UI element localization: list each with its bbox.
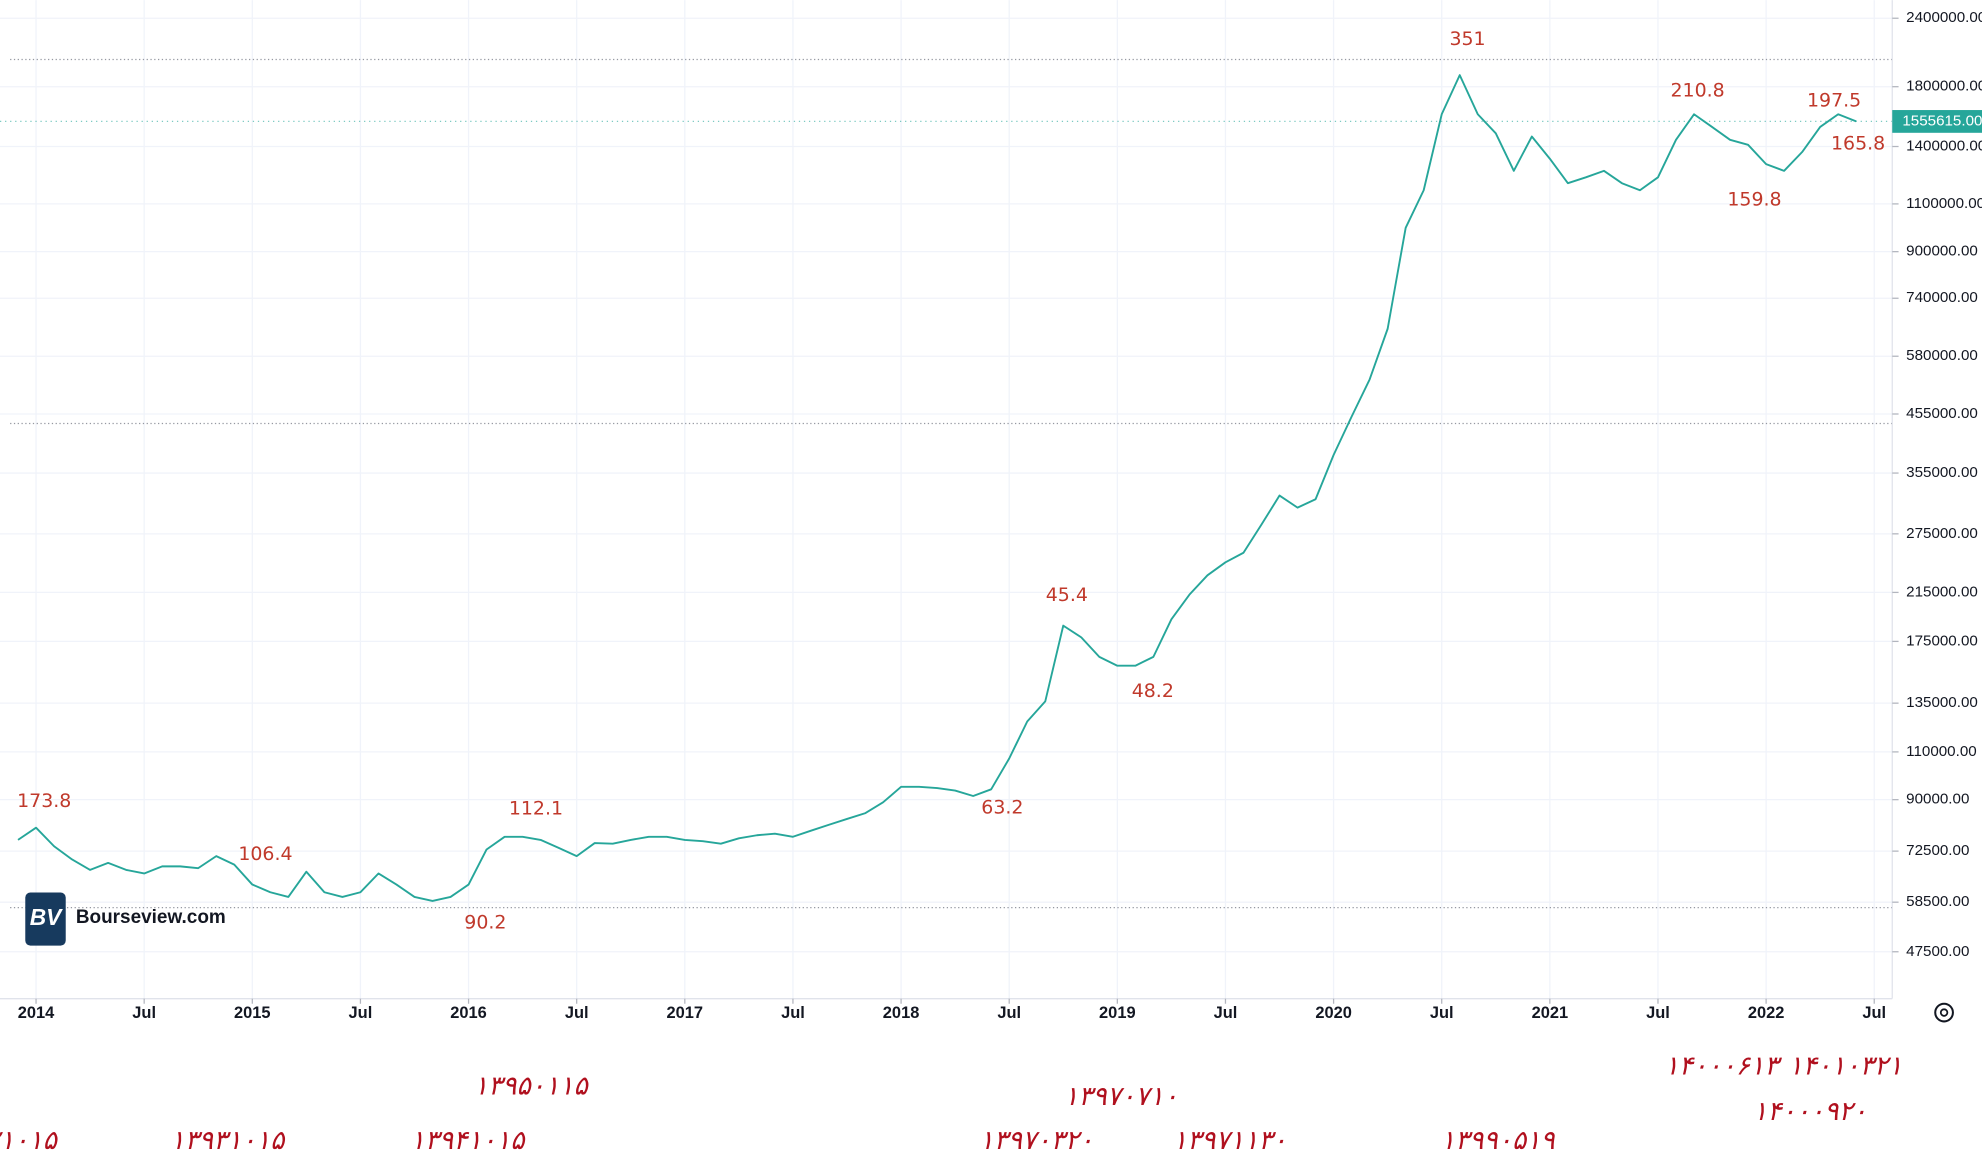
y-tick-label: 740000.00 [1906, 289, 1978, 306]
annotation: 48.2 [1132, 680, 1174, 702]
x-tick-label: Jul [1646, 1004, 1670, 1022]
last-price-label: 1555615.00 [1902, 112, 1982, 129]
logo-mark: BV [30, 904, 63, 930]
x-tick-label: 2018 [883, 1004, 920, 1022]
logo-text: Bourseview.com [76, 907, 226, 928]
x-tick-label: Jul [1430, 1004, 1454, 1022]
x-tick-label: Jul [132, 1004, 156, 1022]
settings-icon[interactable] [1934, 1002, 1954, 1023]
x-tick-label: 2014 [18, 1004, 55, 1022]
y-tick-label: 1100000.00 [1906, 195, 1982, 212]
x-tick-label: Jul [997, 1004, 1021, 1022]
annotation: 351 [1449, 28, 1485, 50]
y-tick-label: 58500.00 [1906, 893, 1969, 910]
persian-date: ۱۳۹۷۰۷۱۰ [1064, 1081, 1178, 1112]
persian-date: ۱۳۹۷۱۱۳۰ [1173, 1125, 1287, 1153]
persian-date: ۱۳۹۲۱۰۱۵ [0, 1125, 59, 1153]
annotation: 165.8 [1831, 133, 1885, 155]
plot [0, 74, 1893, 902]
y-tick-label: 1800000.00 [1906, 78, 1982, 95]
last-price-tag [1892, 110, 1982, 133]
persian-date: ۱۳۹۳۱۰۱۵ [170, 1125, 286, 1153]
price-line [17, 74, 1857, 902]
gear-hub[interactable] [1939, 1008, 1949, 1017]
x-tick-label: Jul [349, 1004, 373, 1022]
x-tick-label: 2022 [1748, 1004, 1785, 1022]
persian-date: ۱۳۹۴۱۰۱۵ [411, 1125, 527, 1153]
annotation: 90.2 [464, 911, 506, 933]
y-tick-label: 175000.00 [1906, 632, 1978, 649]
annotation: 173.8 [17, 790, 71, 812]
y-tick-label: 2400000.00 [1906, 9, 1982, 26]
persian-date: ۱۳۹۹۰۵۱۹ [1441, 1125, 1556, 1153]
persian-date: ۱۳۹۵۰۱۱۵ [474, 1071, 590, 1102]
annotation: 197.5 [1807, 90, 1861, 112]
y-tick-label: 275000.00 [1906, 525, 1978, 542]
grid [0, 0, 1893, 999]
y-tick-label: 900000.00 [1906, 243, 1978, 260]
persian-date: ۱۴۰۰۰۶۱۳ [1664, 1050, 1782, 1081]
x-tick-label: 2015 [234, 1004, 271, 1022]
annotation: 112.1 [509, 798, 563, 820]
annotation: 159.8 [1727, 188, 1781, 210]
y-tick-label: 72500.00 [1906, 842, 1969, 859]
y-tick-label: 455000.00 [1906, 405, 1978, 422]
persian-date: ۱۴۰۰۰۹۲۰ [1753, 1096, 1867, 1127]
x-tick-label: Jul [1862, 1004, 1886, 1022]
y-tick-label: 47500.00 [1906, 943, 1969, 960]
logo: BV Bourseview.com [25, 892, 226, 946]
x-tick-label: Jul [781, 1004, 805, 1022]
y-tick-label: 215000.00 [1906, 583, 1978, 600]
annotation: 63.2 [981, 796, 1023, 818]
x-tick-label: 2019 [1099, 1004, 1136, 1022]
y-tick-label: 110000.00 [1906, 743, 1977, 760]
y-tick-label: 135000.00 [1906, 694, 1978, 711]
persian-date: ۱۴۰۱۰۳۲۱ [1788, 1050, 1902, 1081]
logo-box [25, 892, 66, 946]
x-tick-label: 2016 [450, 1004, 487, 1022]
x-tick-label: Jul [1214, 1004, 1238, 1022]
x-tick-label: 2017 [667, 1004, 704, 1022]
x-tick-label: 2021 [1532, 1004, 1569, 1022]
persian-date: ۱۳۹۷۰۳۲۰ [979, 1125, 1093, 1153]
gear-ring[interactable] [1934, 1002, 1954, 1023]
y-tick-label: 580000.00 [1906, 347, 1978, 364]
y-tick-label: 355000.00 [1906, 464, 1978, 481]
x-tick-label: Jul [565, 1004, 589, 1022]
annotation: 106.4 [238, 843, 292, 865]
y-tick-label: 90000.00 [1906, 791, 1969, 808]
annotation: 45.4 [1046, 584, 1088, 606]
y-tick-label: 1400000.00 [1906, 138, 1982, 155]
x-tick-label: 2020 [1315, 1004, 1352, 1022]
annotation: 210.8 [1670, 80, 1724, 102]
